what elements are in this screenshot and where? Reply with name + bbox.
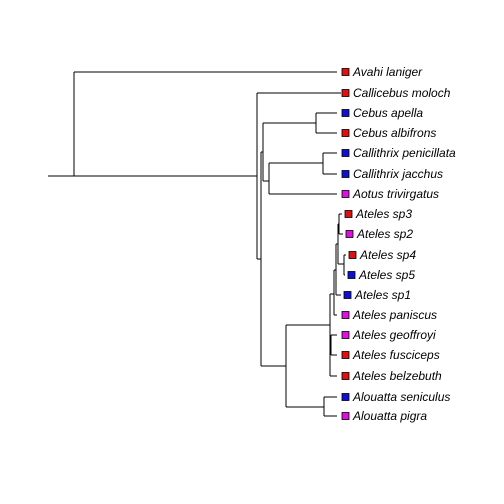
tip-label: Cebus apella <box>353 106 423 120</box>
tip-marker <box>341 393 350 401</box>
tip-label: Avahi laniger <box>352 65 423 79</box>
tip-label: Callithrix penicillata <box>353 146 456 160</box>
tip-marker <box>341 351 350 359</box>
tip-label: Ateles sp5 <box>358 268 415 282</box>
tip-label: Cebus albifrons <box>353 126 436 140</box>
tip-marker <box>341 311 350 319</box>
tip-label: Callithrix jacchus <box>353 167 443 181</box>
tip-marker <box>341 89 350 97</box>
tip-label: Ateles sp3 <box>355 207 412 221</box>
tip-marker <box>343 291 352 299</box>
tip-marker <box>341 129 350 137</box>
tip-label: Alouatta seniculus <box>352 390 450 404</box>
tip-label: Ateles geoffroyi <box>352 328 436 342</box>
tip-marker <box>341 149 350 157</box>
tip-label: Callicebus moloch <box>353 86 451 100</box>
tip-marker <box>341 109 350 117</box>
tip-label: Alouatta pigra <box>352 409 427 423</box>
tip-label: Ateles paniscus <box>352 308 437 322</box>
tree-tips: Avahi laniger Callicebus moloch Cebus apel… <box>341 65 456 423</box>
tip-marker <box>341 68 350 76</box>
tip-marker <box>345 230 354 238</box>
tip-marker <box>341 170 350 178</box>
tip-marker <box>341 331 350 339</box>
tip-label: Ateles belzebuth <box>352 369 442 383</box>
tip-label: Ateles sp2 <box>356 227 413 241</box>
tip-label: Ateles sp1 <box>354 288 411 302</box>
tip-marker <box>341 190 350 198</box>
tip-marker <box>344 210 353 218</box>
tip-marker <box>341 412 350 420</box>
tip-label: Aotus trivirgatus <box>352 187 439 201</box>
tree-branches <box>48 71 346 417</box>
tip-marker <box>341 372 350 380</box>
tip-label: Ateles sp4 <box>359 248 416 262</box>
tip-marker <box>347 271 356 279</box>
tip-marker <box>348 251 357 259</box>
tip-label: Ateles fusciceps <box>352 348 440 362</box>
